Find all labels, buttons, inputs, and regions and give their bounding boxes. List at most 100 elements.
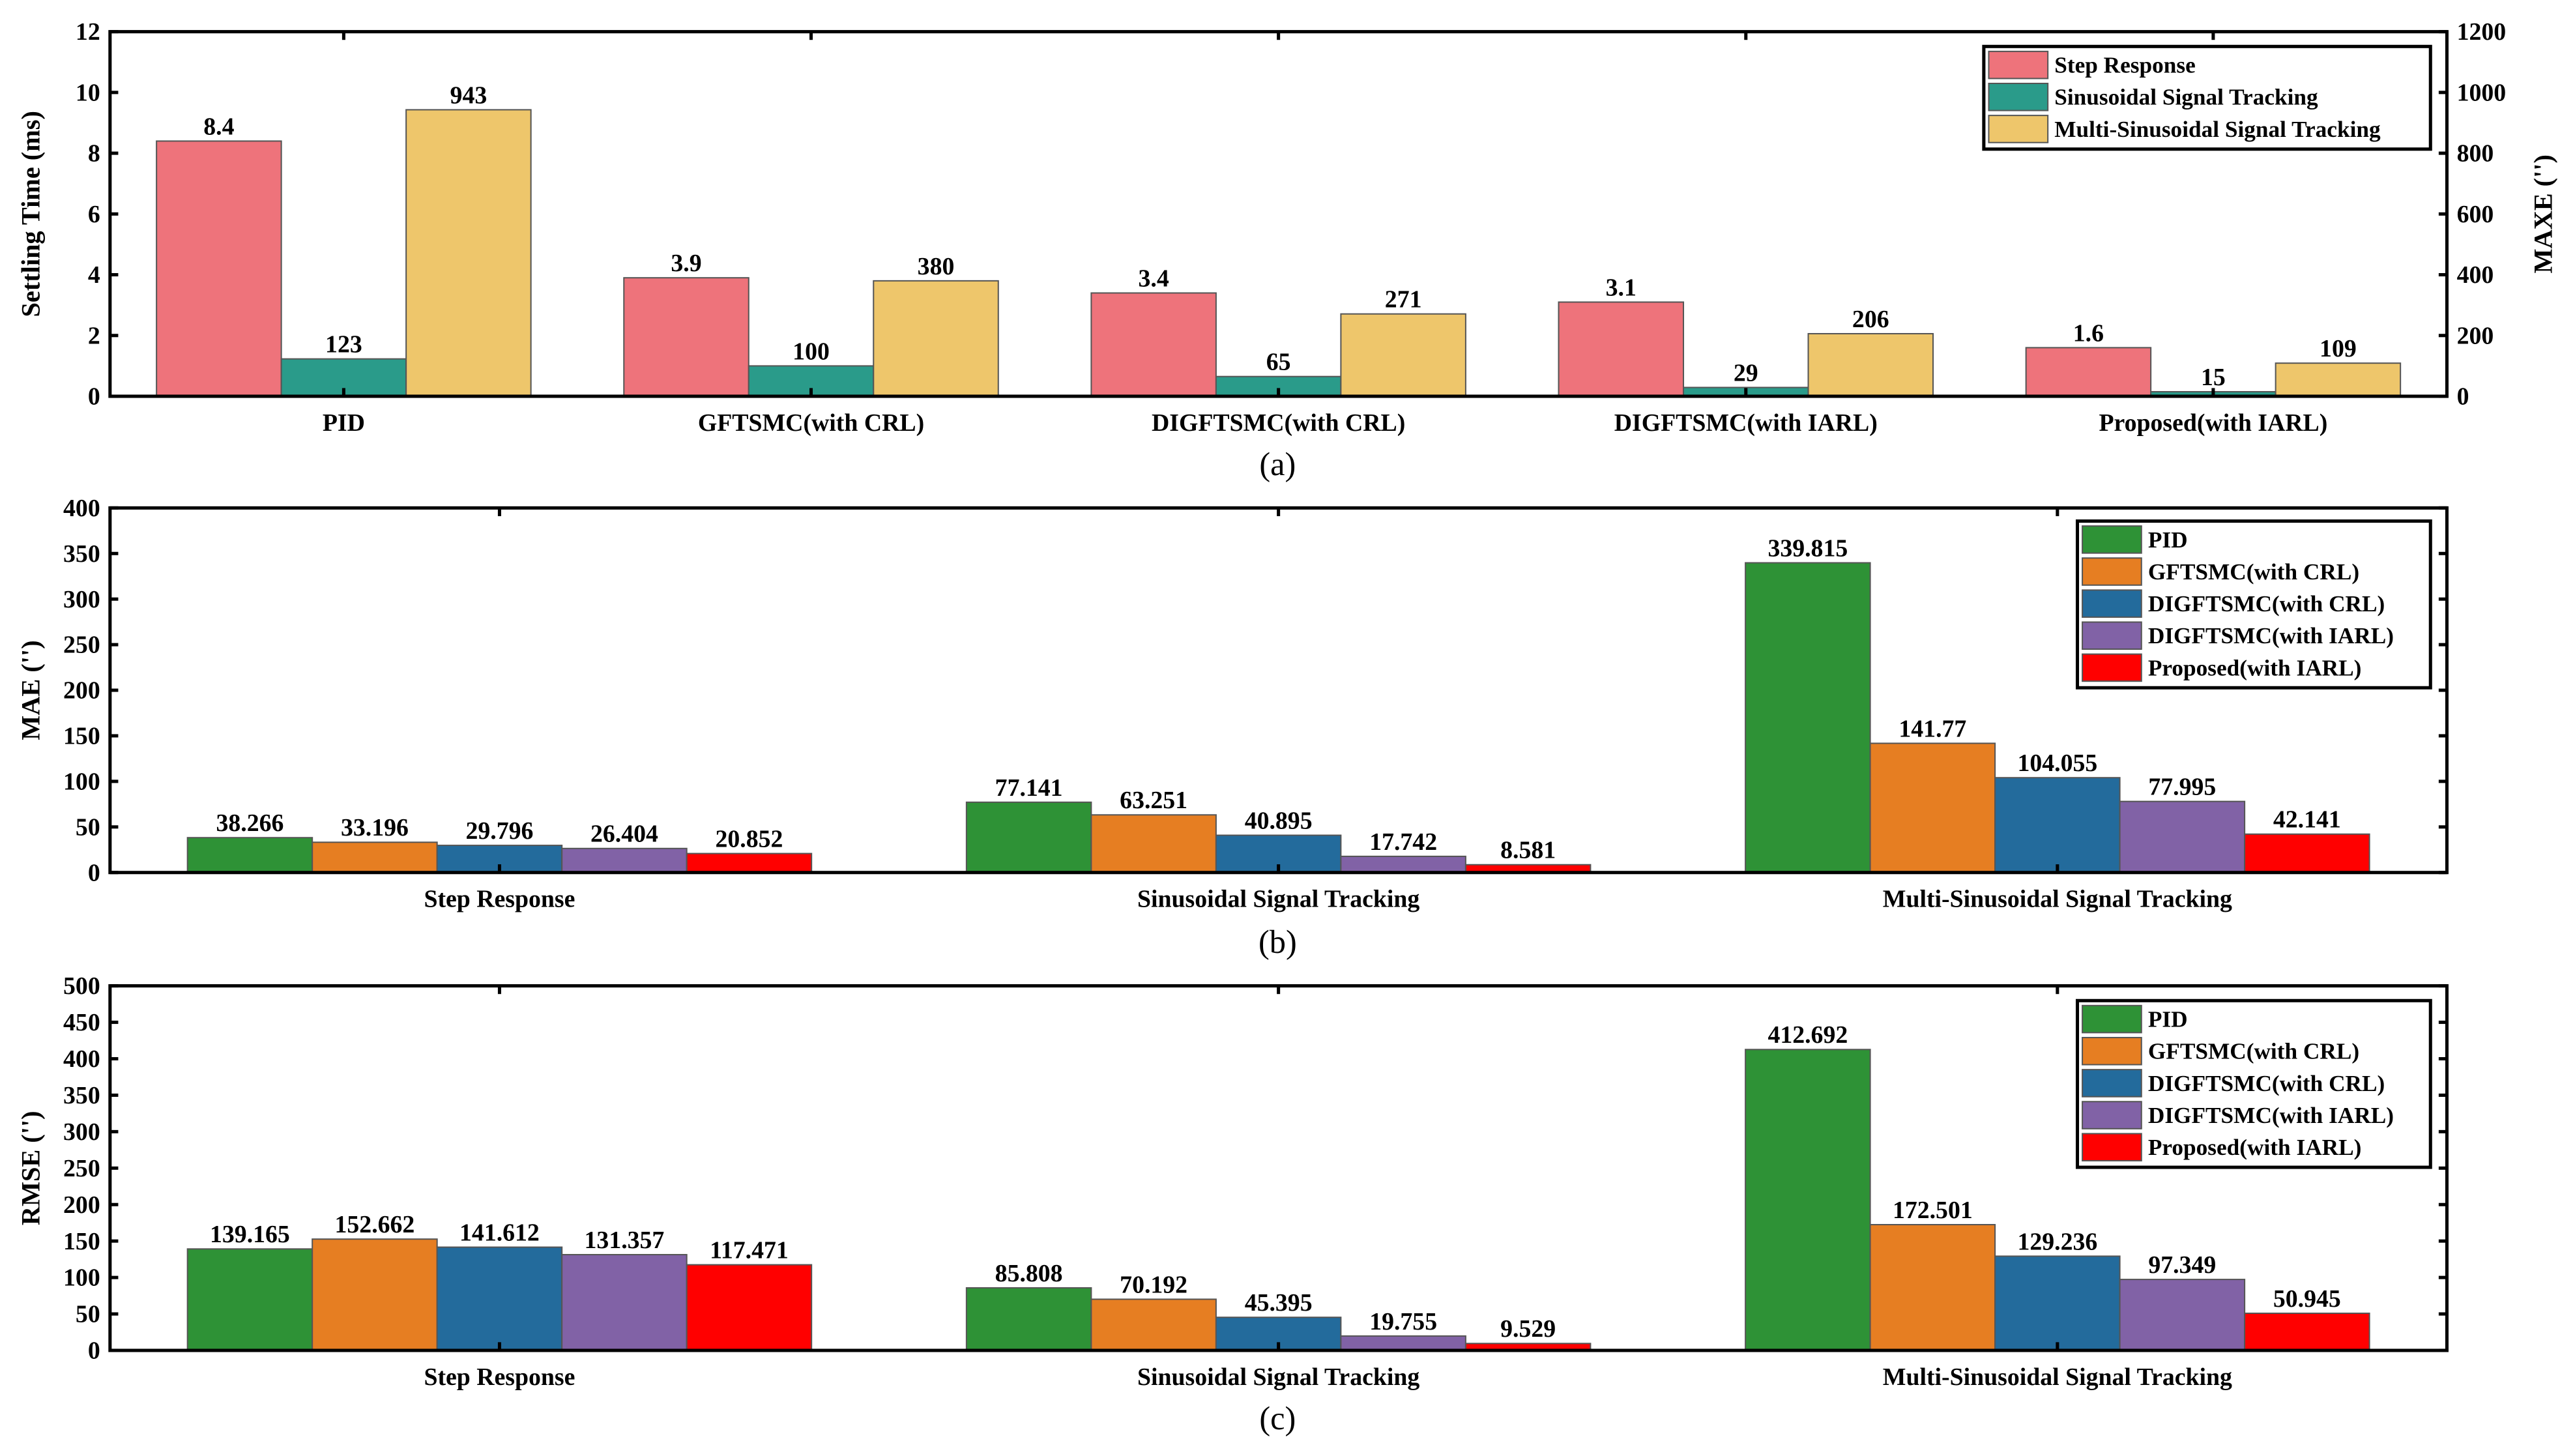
legend-swatch <box>2082 1133 2142 1161</box>
legend-label: GFTSMC(with CRL) <box>2148 1039 2359 1064</box>
bar <box>1090 1298 1217 1352</box>
y-right-tick-label: 600 <box>2457 201 2494 228</box>
panel-caption: (c) <box>1259 1400 1296 1436</box>
x-tick-label: DIGFTSMC(with IARL) <box>1614 409 1878 437</box>
y-axis-title: RMSE ('') <box>16 1111 45 1225</box>
bar <box>436 1246 563 1352</box>
bar <box>1994 777 2121 873</box>
data-label: 85.808 <box>995 1260 1063 1287</box>
x-tick-label: GFTSMC(with CRL) <box>698 409 924 437</box>
data-label: 141.77 <box>1899 715 1966 742</box>
y-right-tick-label: 0 <box>2457 383 2469 411</box>
legend-label: Proposed(with IARL) <box>2148 1135 2362 1160</box>
data-label: 29 <box>1734 359 1758 386</box>
data-label: 63.251 <box>1120 787 1187 814</box>
legend-swatch <box>1988 50 2049 80</box>
bar <box>1807 332 1934 398</box>
data-label: 15 <box>2201 364 2226 391</box>
legend-swatch <box>2082 653 2142 682</box>
legend-swatch <box>1988 115 2049 143</box>
legend-label: GFTSMC(with CRL) <box>2148 559 2359 585</box>
legend-swatch <box>2082 621 2142 650</box>
legend-label: Step Response <box>2054 53 2196 78</box>
data-label: 3.9 <box>671 250 701 277</box>
bar <box>686 852 813 873</box>
bar <box>1994 1255 2121 1352</box>
y-tick-label: 10 <box>76 79 100 106</box>
legend-label: PID <box>2148 1007 2188 1032</box>
bar <box>1340 313 1466 398</box>
y-tick-label: 200 <box>63 677 100 705</box>
legend-label: PID <box>2148 527 2188 553</box>
data-label: 50.945 <box>2273 1285 2341 1313</box>
x-tick-label: PID <box>323 409 365 437</box>
x-tick-label: DIGFTSMC(with CRL) <box>1152 409 1405 437</box>
bar <box>1869 1223 1996 1352</box>
data-label: 17.742 <box>1369 828 1437 856</box>
data-label: 104.055 <box>2017 750 2097 777</box>
legend: PID GFTSMC(with CRL) DIGFTSMC(with CRL) DIG… <box>2075 998 2432 1169</box>
bar <box>1745 1049 1871 1352</box>
legend-swatch <box>2082 1069 2142 1098</box>
x-tick-label: Sinusoidal Signal Tracking <box>1137 1363 1419 1391</box>
legend-label: Proposed(with IARL) <box>2148 655 2362 680</box>
y-right-tick-label: 400 <box>2457 261 2494 289</box>
y-tick-label: 300 <box>63 1118 100 1146</box>
y-axis-title: Settling Time (ms) <box>16 111 45 317</box>
panel-caption: (a) <box>1259 446 1296 482</box>
y-tick-label: 400 <box>63 495 100 522</box>
x-tick-label: Step Response <box>424 886 575 913</box>
y-right-tick-label: 800 <box>2457 140 2494 167</box>
data-label: 1.6 <box>2073 319 2104 347</box>
data-label: 8.4 <box>203 113 234 140</box>
y-right-axis-title: MAXE ('') <box>2529 154 2558 273</box>
y-tick-label: 2 <box>88 322 100 349</box>
bar <box>2025 347 2152 398</box>
bar <box>965 1287 1092 1352</box>
data-label: 3.4 <box>1139 265 1169 292</box>
y-tick-label: 350 <box>63 1082 100 1109</box>
y-tick-label: 100 <box>63 768 100 795</box>
legend-label: DIGFTSMC(with CRL) <box>2148 591 2385 617</box>
y-tick-label: 150 <box>63 723 100 750</box>
bar <box>2244 1312 2370 1352</box>
legend: Step Response Sinusoidal Signal Tracking M… <box>1982 44 2432 151</box>
data-label: 380 <box>918 253 955 280</box>
y-tick-label: 300 <box>63 586 100 613</box>
data-label: 339.815 <box>1768 534 1848 562</box>
y-right-tick-label: 200 <box>2457 322 2494 349</box>
legend-label: DIGFTSMC(with CRL) <box>2148 1071 2385 1096</box>
bar <box>1090 292 1217 398</box>
bar <box>561 847 688 873</box>
chart-panel-2: 139.165 85.808 412.692 152.662 70.192 172.501… <box>16 972 2449 1436</box>
x-tick-label: Multi-Sinusoidal Signal Tracking <box>1883 886 2232 913</box>
data-label: 109 <box>2320 335 2357 362</box>
data-label: 70.192 <box>1120 1271 1187 1298</box>
data-label: 40.895 <box>1245 807 1313 834</box>
bar <box>405 109 532 398</box>
bar <box>1745 562 1871 873</box>
y-right-tick-label: 1000 <box>2457 79 2507 106</box>
y-axis-title: MAE ('') <box>16 640 45 740</box>
bar <box>312 1238 438 1352</box>
bar <box>2119 1279 2246 1352</box>
bar <box>1340 855 1466 873</box>
bar <box>965 801 1092 873</box>
bar <box>186 837 313 873</box>
legend-swatch <box>2082 1036 2142 1066</box>
legend-swatch <box>2082 557 2142 586</box>
data-label: 3.1 <box>1606 274 1637 301</box>
x-tick-label: Sinusoidal Signal Tracking <box>1137 886 1419 913</box>
y-tick-label: 500 <box>63 972 100 1000</box>
bar <box>1558 301 1685 398</box>
x-tick-label: Multi-Sinusoidal Signal Tracking <box>1883 1363 2232 1391</box>
data-label: 26.404 <box>590 821 658 848</box>
y-tick-label: 450 <box>63 1009 100 1036</box>
y-tick-label: 6 <box>88 201 100 228</box>
y-tick-label: 100 <box>63 1264 100 1292</box>
data-label: 45.395 <box>1245 1289 1313 1317</box>
data-label: 206 <box>1852 306 1889 333</box>
data-label: 271 <box>1385 286 1422 313</box>
x-tick-label: Step Response <box>424 1363 575 1391</box>
y-right-tick-label: 1200 <box>2457 18 2507 46</box>
